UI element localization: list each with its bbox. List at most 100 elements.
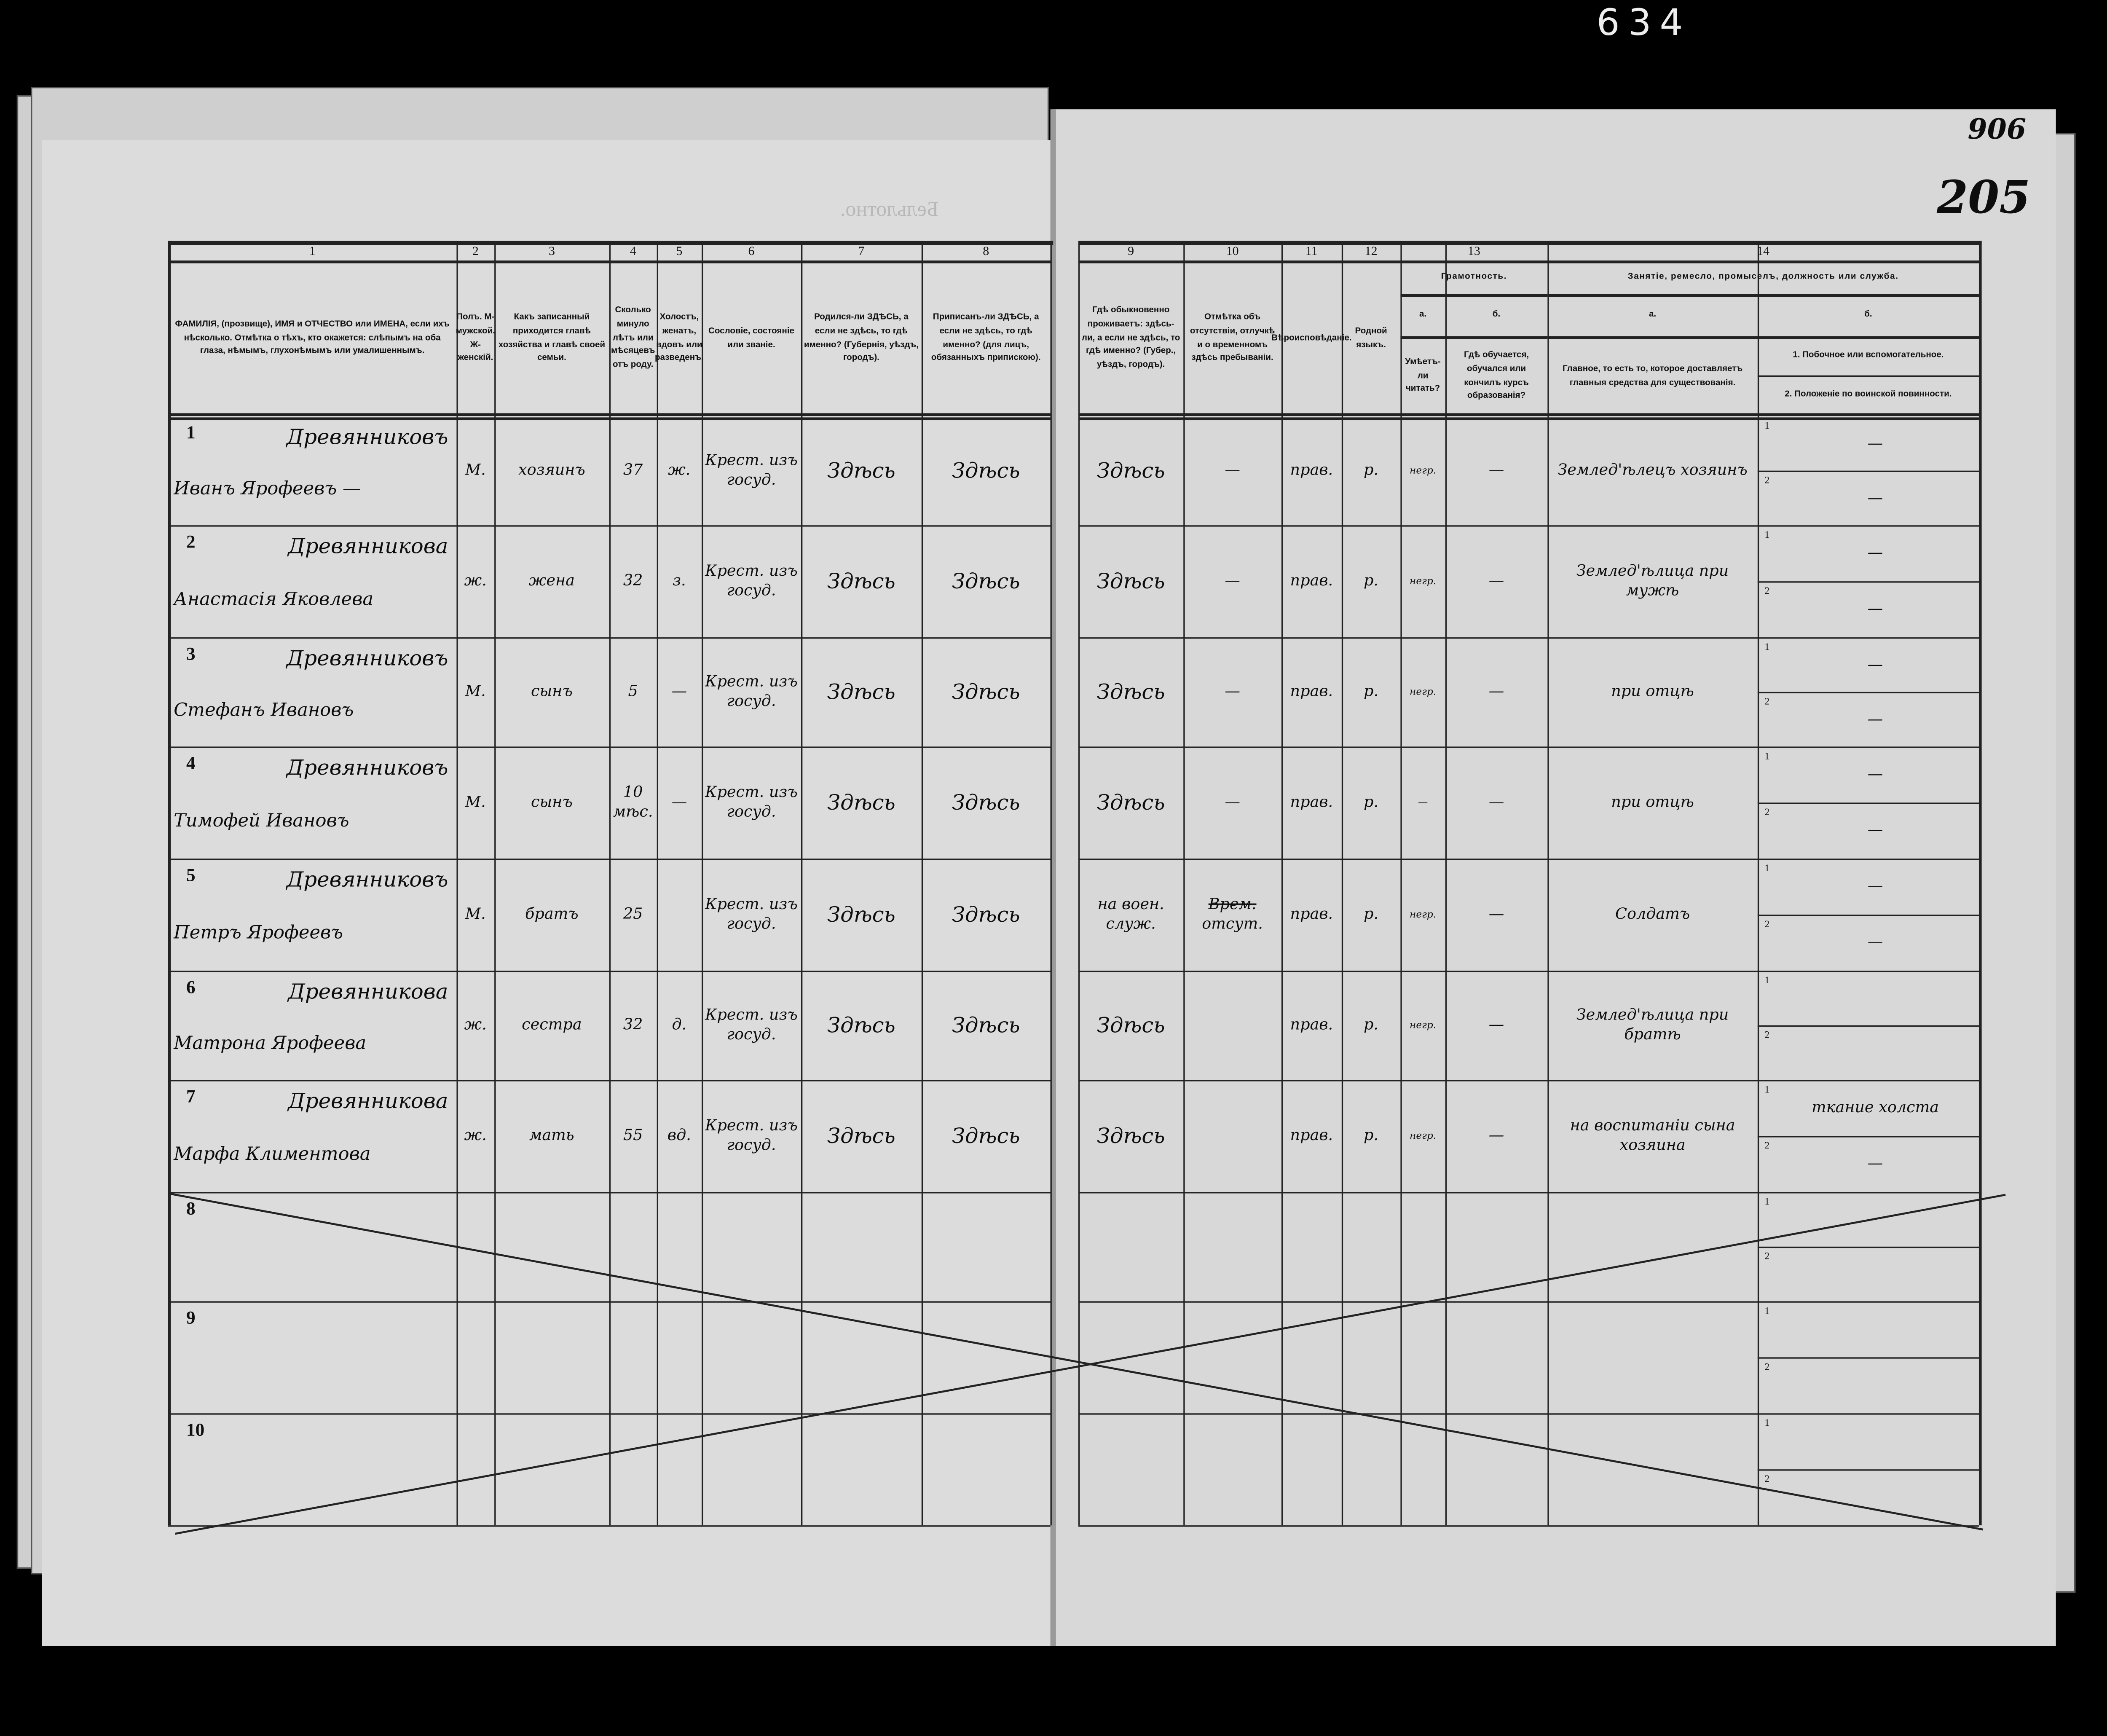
sub-row-label: 1 bbox=[1764, 1084, 1770, 1095]
sub-row-rule bbox=[1757, 802, 1979, 804]
column-rule bbox=[657, 241, 658, 1526]
row-number: 9 bbox=[186, 1307, 196, 1328]
header-col14b-letter: б. bbox=[1864, 310, 1872, 320]
header-col10: Отмѣтка объ отсутствіи, отлучкѣ и о врем… bbox=[1190, 313, 1275, 363]
cell-military-status: — bbox=[1867, 821, 1883, 840]
cross-out-line bbox=[168, 1192, 1984, 1531]
column-rule bbox=[168, 241, 171, 1526]
sub-row-label: 2 bbox=[1764, 696, 1770, 708]
row-rule bbox=[1078, 746, 1979, 748]
cell-relation: жена bbox=[528, 572, 575, 590]
cell-education: — bbox=[1488, 461, 1504, 480]
header-col13_title: Грамотность. bbox=[1441, 272, 1507, 282]
cell-marital: — bbox=[671, 682, 687, 701]
cell-absence: Врем. отсут. bbox=[1185, 859, 1280, 971]
cell-registered: Здѣсь bbox=[952, 789, 1020, 815]
column-number: 5 bbox=[676, 244, 683, 258]
row-number: 8 bbox=[186, 1197, 196, 1219]
cell-education: — bbox=[1488, 905, 1504, 923]
cell-education: — bbox=[1488, 682, 1504, 701]
surname: Древянниковъ bbox=[286, 755, 448, 781]
row-rule bbox=[1078, 525, 1979, 527]
cell-relation: сынъ bbox=[531, 682, 573, 701]
cell-age: 32 bbox=[623, 572, 643, 590]
row-number: 5 bbox=[186, 864, 196, 885]
header-rule bbox=[168, 417, 1051, 420]
surname: Древянниковъ bbox=[286, 867, 448, 893]
row-rule bbox=[168, 1080, 1051, 1081]
surname: Древянникова bbox=[288, 1088, 448, 1114]
header-col3: Какъ записанный приходится главѣ хозяйст… bbox=[498, 313, 606, 363]
header-col13b-letter: б. bbox=[1492, 310, 1501, 320]
cell-sex: М. bbox=[465, 905, 486, 923]
sub-row-label: 1 bbox=[1764, 1305, 1770, 1317]
header-col11: Вѣроисповѣданіе. bbox=[1271, 333, 1352, 343]
row-rule bbox=[1078, 1525, 1979, 1527]
column-rule bbox=[494, 241, 496, 1526]
cell-sex: ж. bbox=[464, 1126, 487, 1145]
cell-military-status: — bbox=[1867, 933, 1883, 952]
cell-military-status: — bbox=[1867, 709, 1883, 728]
cell-language: р. bbox=[1364, 461, 1379, 480]
cross-out-line bbox=[175, 1194, 2006, 1535]
header-rule bbox=[1757, 375, 1979, 377]
column-rule bbox=[1445, 241, 1447, 1526]
header-rule bbox=[168, 260, 1051, 263]
cell-education: — bbox=[1488, 1126, 1504, 1145]
cell-language: р. bbox=[1364, 1126, 1379, 1145]
cell-estate: Крест. изъ госуд. bbox=[705, 783, 798, 821]
header-rule bbox=[1078, 413, 1979, 416]
header-col14b-2: 2. Положеніе по воинской повинности. bbox=[1785, 389, 1952, 400]
header-col14a-letter: а. bbox=[1649, 310, 1657, 320]
column-rule bbox=[1978, 241, 1982, 1526]
cell-occupation: Землед'ѣлица при братѣ bbox=[1576, 1006, 1729, 1044]
cell-marital: — bbox=[671, 793, 687, 811]
sub-row-label: 2 bbox=[1764, 807, 1770, 818]
cell-religion: прав. bbox=[1290, 682, 1333, 701]
header-rule bbox=[1400, 294, 1548, 296]
row-rule bbox=[1078, 1413, 1979, 1415]
given-name-patronymic: Петръ Ярофеевъ bbox=[174, 923, 343, 944]
sub-row-rule bbox=[1757, 915, 1979, 916]
row-rule bbox=[1078, 1192, 1979, 1194]
cell-religion: прав. bbox=[1290, 1015, 1333, 1034]
column-number: 6 bbox=[748, 244, 755, 258]
surname: Древянниковъ bbox=[286, 424, 448, 450]
row-rule bbox=[168, 525, 1051, 527]
row-rule bbox=[1078, 1301, 1979, 1303]
sub-row-label: 2 bbox=[1764, 1361, 1770, 1373]
cell-education: — bbox=[1488, 572, 1504, 590]
cell-relation: сынъ bbox=[531, 793, 573, 811]
sub-row-rule bbox=[1757, 1357, 1979, 1359]
cell-absence: — bbox=[1225, 461, 1240, 480]
header-col12: Родной языкъ. bbox=[1355, 326, 1387, 350]
cell-born: Здѣсь bbox=[827, 789, 895, 815]
cell-language: р. bbox=[1364, 905, 1379, 923]
column-rule bbox=[921, 241, 923, 1526]
cell-marital: ж. bbox=[668, 461, 691, 480]
given-name-patronymic: Стефанъ Ивановъ bbox=[174, 700, 354, 722]
cell-language: р. bbox=[1364, 1015, 1379, 1034]
cell-age: 25 bbox=[623, 905, 643, 923]
cell-registered: Здѣсь bbox=[952, 902, 1020, 927]
row-rule bbox=[1078, 859, 1979, 860]
cell-resides: Здѣсь bbox=[1096, 568, 1165, 593]
row-rule bbox=[1078, 1080, 1979, 1081]
column-number: 3 bbox=[548, 244, 555, 258]
sub-row-label: 2 bbox=[1764, 1250, 1770, 1262]
header-col2: Полъ. М-мужской. Ж-женскій. bbox=[456, 313, 495, 363]
cell-estate: Крест. изъ госуд. bbox=[705, 673, 798, 710]
sub-row-label: 1 bbox=[1764, 975, 1770, 986]
cell-military-status: — bbox=[1867, 1154, 1883, 1173]
cell-estate: Крест. изъ госуд. bbox=[705, 895, 798, 933]
cell-secondary-occupation: — bbox=[1867, 543, 1883, 562]
column-number: 9 bbox=[1128, 244, 1134, 258]
cell-estate: Крест. изъ госуд. bbox=[705, 1006, 798, 1044]
row-number: 3 bbox=[186, 643, 196, 664]
sub-row-label: 2 bbox=[1764, 919, 1770, 930]
column-number: 12 bbox=[1364, 244, 1378, 258]
cell-registered: Здѣсь bbox=[952, 568, 1020, 593]
header-rule bbox=[168, 413, 1051, 416]
cell-estate: Крест. изъ госуд. bbox=[705, 451, 798, 489]
